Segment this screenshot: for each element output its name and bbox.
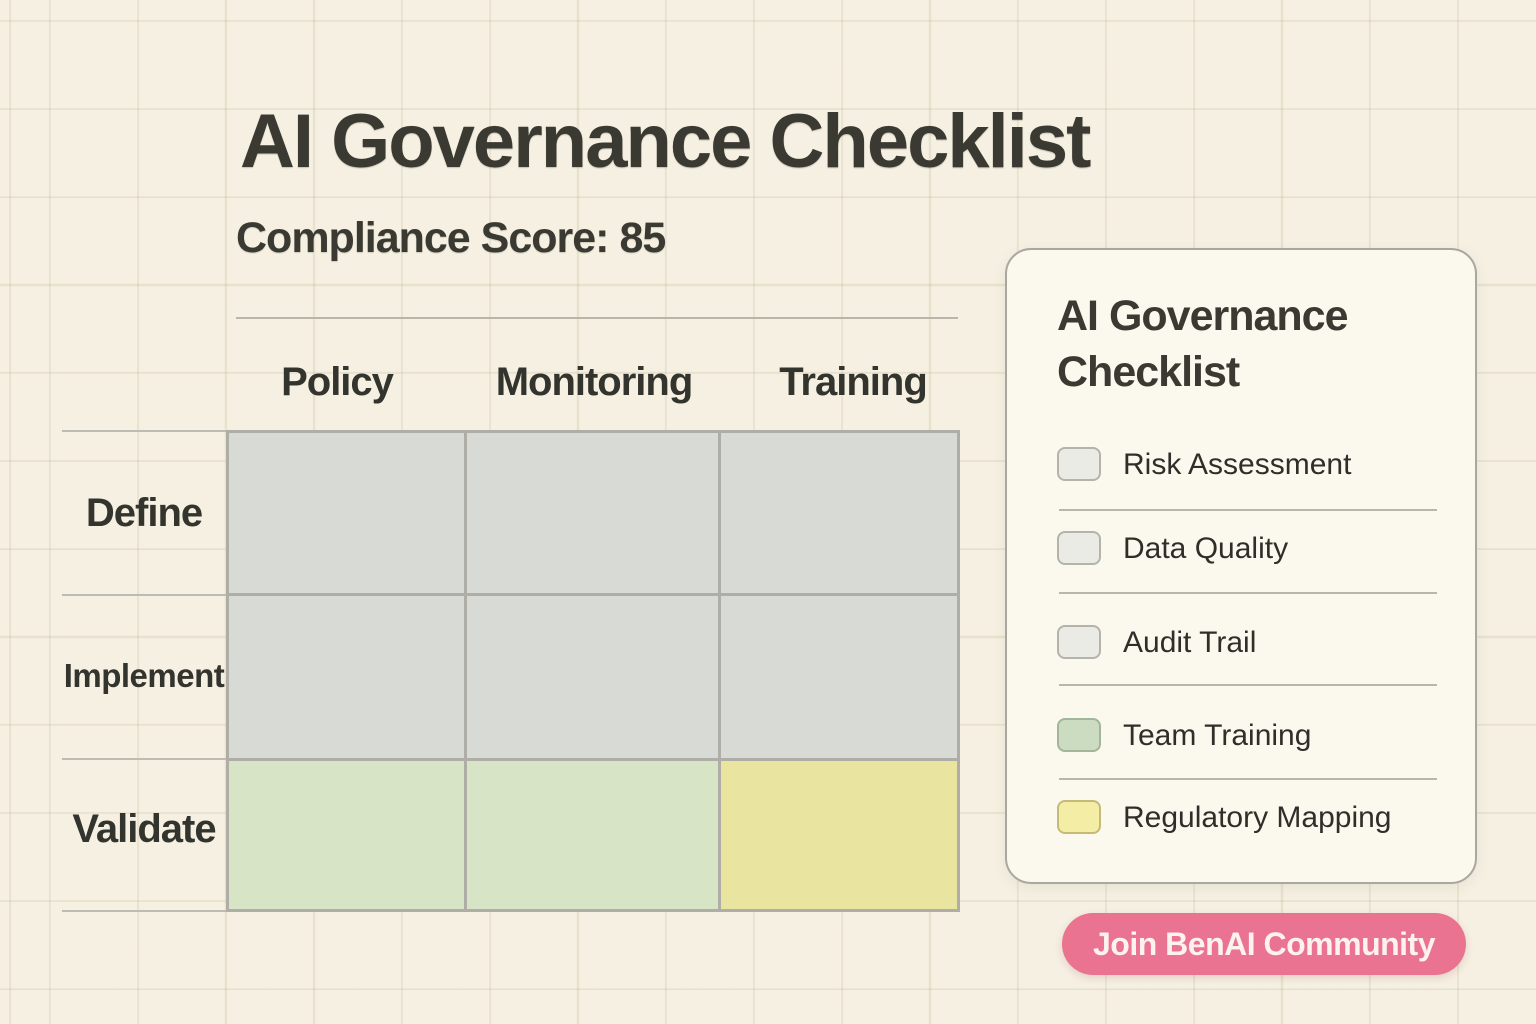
checklist-label-audit-trail: Audit Trail (1123, 626, 1257, 659)
cell-validate-monitoring (467, 761, 718, 909)
column-header-policy: Policy (281, 360, 394, 404)
join-community-button[interactable]: Join BenAI Community (1062, 913, 1466, 975)
checkbox-team-training[interactable] (1057, 718, 1101, 752)
matrix: Define Implement Validate (62, 430, 960, 912)
cell-define-policy (229, 433, 464, 593)
cell-implement-training (721, 596, 957, 758)
cell-implement-monitoring (467, 596, 718, 758)
checklist-separator-1 (1059, 592, 1437, 594)
checkbox-audit-trail[interactable] (1057, 625, 1101, 659)
checklist-separator-3 (1059, 778, 1437, 780)
cell-define-monitoring (467, 433, 718, 593)
cell-validate-training (721, 761, 957, 909)
compliance-score: Compliance Score: 85 (236, 214, 666, 262)
header-rule (236, 317, 958, 319)
checklist-label-data-quality: Data Quality (1123, 532, 1289, 565)
matrix-cells (226, 430, 960, 912)
checklist-label-risk-assessment: Risk Assessment (1123, 448, 1352, 481)
column-header-training: Training (779, 360, 928, 404)
checklist-separator-2 (1059, 684, 1437, 686)
checkbox-data-quality[interactable] (1057, 531, 1101, 565)
row-label-implement: Implement (63, 657, 225, 694)
column-header-monitoring: Monitoring (495, 360, 694, 404)
cell-define-training (721, 433, 957, 593)
cell-validate-policy (229, 761, 464, 909)
cell-implement-policy (229, 596, 464, 758)
row-label-define: Define (85, 491, 203, 535)
checkbox-risk-assessment[interactable] (1057, 447, 1101, 481)
checklist-separator-0 (1059, 509, 1437, 511)
checklist-panel-title: AI Governance Checklist (1057, 292, 1349, 396)
page-title: AI Governance Checklist (240, 99, 1091, 184)
checklist-label-regulatory-mapping: Regulatory Mapping (1123, 801, 1392, 834)
checklist-label-team-training: Team Training (1123, 719, 1312, 752)
checklist-panel: AI Governance Checklist Risk Assessment D… (1005, 248, 1477, 884)
checkbox-regulatory-mapping[interactable] (1057, 800, 1101, 834)
row-label-validate: Validate (72, 807, 216, 851)
